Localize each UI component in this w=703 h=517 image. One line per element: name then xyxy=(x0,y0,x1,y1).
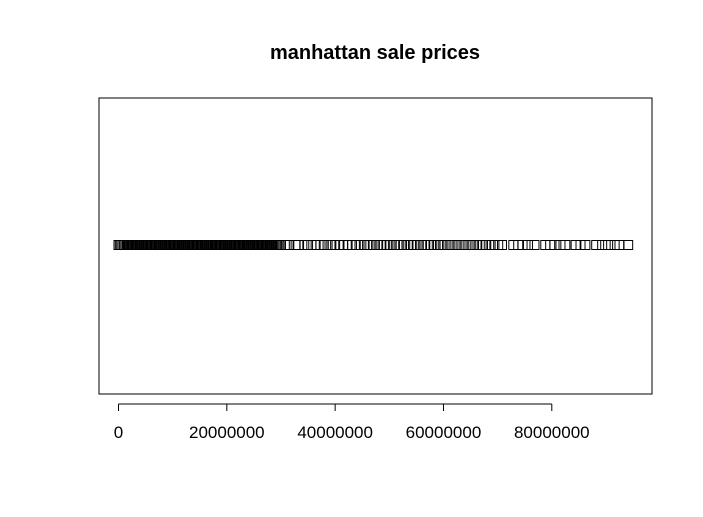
data-point xyxy=(293,240,304,250)
data-point xyxy=(392,240,403,250)
data-point xyxy=(378,240,389,250)
data-point xyxy=(603,240,614,250)
data-point xyxy=(467,240,478,250)
data-point xyxy=(402,240,413,250)
data-point xyxy=(623,240,634,250)
data-point xyxy=(460,240,471,250)
data-point xyxy=(471,240,482,250)
data-point xyxy=(409,240,420,250)
data-point xyxy=(549,240,560,250)
data-point xyxy=(368,240,379,250)
plot-frame xyxy=(98,97,653,395)
data-point xyxy=(422,240,433,250)
data-point xyxy=(439,240,450,250)
x-tick-label: 60000000 xyxy=(406,423,482,442)
data-point xyxy=(375,240,386,250)
data-point xyxy=(365,240,376,250)
data-point xyxy=(395,240,406,250)
data-points xyxy=(113,240,634,250)
data-point xyxy=(580,240,591,250)
data-point xyxy=(389,240,400,250)
data-point xyxy=(597,240,608,250)
data-point xyxy=(453,240,464,250)
data-point xyxy=(398,240,409,250)
data-point xyxy=(436,240,447,250)
data-point xyxy=(372,240,383,250)
data-point xyxy=(385,240,396,250)
x-tick-label: 20000000 xyxy=(189,423,265,442)
data-point xyxy=(405,240,416,250)
data-point xyxy=(382,240,393,250)
data-point xyxy=(496,240,507,250)
chart-title: manhattan sale prices xyxy=(270,42,480,64)
data-point xyxy=(416,240,427,250)
data-point xyxy=(433,240,444,250)
data-point xyxy=(474,240,485,250)
data-point xyxy=(464,240,475,250)
x-axis: 0 20000000 40000000 60000000 80000000 xyxy=(114,403,590,442)
data-point xyxy=(290,240,301,250)
data-point xyxy=(299,240,310,250)
x-tick-label: 0 xyxy=(114,423,123,442)
data-point xyxy=(429,240,440,250)
data-point xyxy=(283,240,294,250)
data-point xyxy=(412,240,423,250)
x-tick-label: 80000000 xyxy=(514,423,590,442)
data-point xyxy=(446,240,457,250)
data-point xyxy=(457,240,468,250)
data-point xyxy=(591,240,602,250)
data-point xyxy=(522,240,533,250)
data-point xyxy=(529,240,540,250)
data-point xyxy=(426,240,437,250)
data-point xyxy=(517,240,528,250)
data-point xyxy=(560,240,571,250)
x-tick-label: 40000000 xyxy=(297,423,373,442)
data-point xyxy=(443,240,454,250)
data-point xyxy=(419,240,430,250)
data-point xyxy=(450,240,461,250)
